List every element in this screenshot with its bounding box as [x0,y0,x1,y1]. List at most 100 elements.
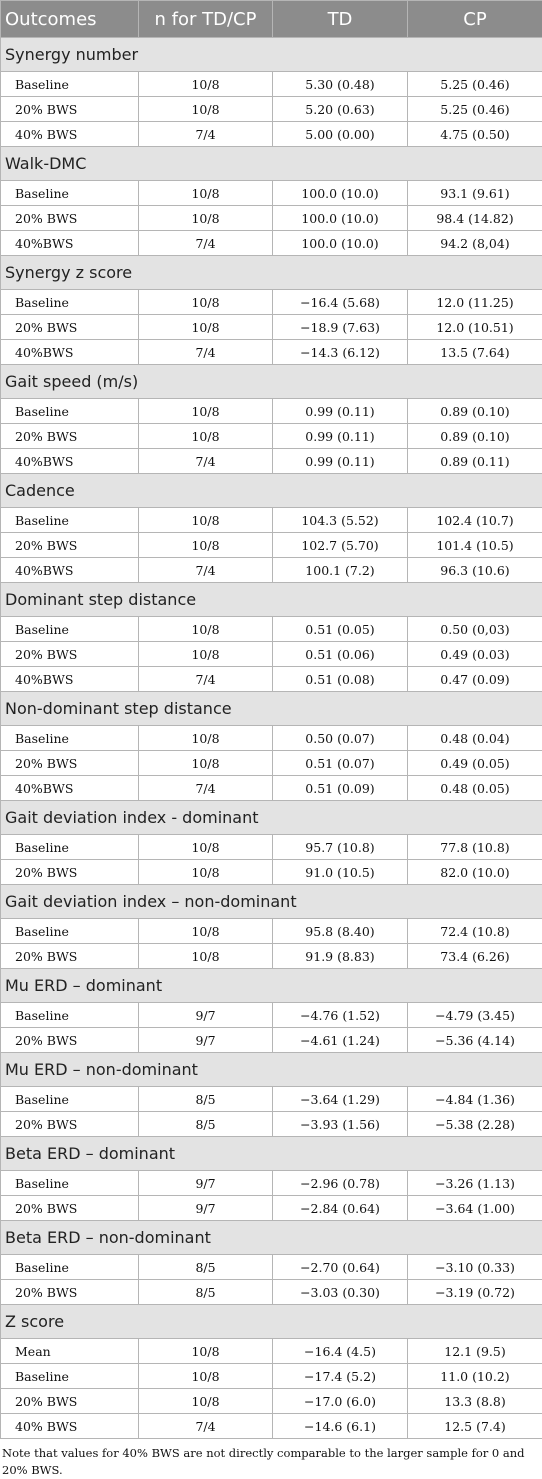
section-title: Gait deviation index - dominant [1,801,542,835]
row-label: Baseline [1,726,139,751]
section-title: Gait speed (m/s) [1,365,542,399]
cell: 0.99 (0.11) [273,399,408,424]
cell: 10/8 [139,290,273,315]
cell: 10/8 [139,533,273,558]
cell: 8/5 [139,1255,273,1280]
header-row: Outcomes n for TD/CP TD CP [1,1,542,38]
cell: −3.19 (0.72) [408,1280,542,1305]
section-title: Cadence [1,474,542,508]
cell: 13.3 (8.8) [408,1389,542,1414]
cell: 10/8 [139,860,273,885]
cell: −3.10 (0.33) [408,1255,542,1280]
section-row: Mu ERD – dominant [1,969,542,1003]
cell: −5.36 (4.14) [408,1028,542,1053]
cell: 0.50 (0,03) [408,617,542,642]
cell: 10/8 [139,206,273,231]
row-label: 40%BWS [1,667,139,692]
section-row: Non-dominant step distance [1,692,542,726]
cell: 12.0 (11.25) [408,290,542,315]
row-label: 20% BWS [1,533,139,558]
row-label: 20% BWS [1,642,139,667]
section-row: Cadence [1,474,542,508]
cell: 7/4 [139,558,273,583]
cell: 5.00 (0.00) [273,122,408,147]
column-header: CP [408,1,542,38]
section-title: Beta ERD – dominant [1,1137,542,1171]
cell: 10/8 [139,97,273,122]
cell: 7/4 [139,231,273,256]
section-title: Z score [1,1305,542,1339]
cell: 12.5 (7.4) [408,1414,542,1439]
section-title: Walk-DMC [1,147,542,181]
row-label: 40%BWS [1,340,139,365]
column-header: Outcomes [1,1,139,38]
cell: 10/8 [139,399,273,424]
row-label: Baseline [1,72,139,97]
cell: −3.03 (0.30) [273,1280,408,1305]
section-title: Mu ERD – non-dominant [1,1053,542,1087]
column-header: n for TD/CP [139,1,273,38]
cell: 9/7 [139,1171,273,1196]
cell: 0.47 (0.09) [408,667,542,692]
cell: −4.84 (1.36) [408,1087,542,1112]
row-label: Baseline [1,399,139,424]
cell: 0.51 (0.05) [273,617,408,642]
cell: 13.5 (7.64) [408,340,542,365]
cell: 12.1 (9.5) [408,1339,542,1364]
row-label: Baseline [1,617,139,642]
row-label: 20% BWS [1,1280,139,1305]
cell: −17.4 (5.2) [273,1364,408,1389]
cell: 0.51 (0.07) [273,751,408,776]
cell: 9/7 [139,1028,273,1053]
cell: 10/8 [139,835,273,860]
row-label: Mean [1,1339,139,1364]
row-label: 20% BWS [1,315,139,340]
row-label: 20% BWS [1,751,139,776]
cell: 0.99 (0.11) [273,424,408,449]
section-title: Mu ERD – dominant [1,969,542,1003]
section-row: Walk-DMC [1,147,542,181]
cell: −5.38 (2.28) [408,1112,542,1137]
cell: 10/8 [139,315,273,340]
section-row: Gait speed (m/s) [1,365,542,399]
cell: 9/7 [139,1196,273,1221]
cell: 10/8 [139,642,273,667]
section-row: Beta ERD – non-dominant [1,1221,542,1255]
row-label: 40%BWS [1,231,139,256]
cell: −4.79 (3.45) [408,1003,542,1028]
cell: 5.25 (0.46) [408,72,542,97]
row-label: 20% BWS [1,424,139,449]
cell: −2.96 (0.78) [273,1171,408,1196]
cell: −2.84 (0.64) [273,1196,408,1221]
cell: 10/8 [139,919,273,944]
cell: 102.4 (10.7) [408,508,542,533]
cell: 72.4 (10.8) [408,919,542,944]
cell: 0.99 (0.11) [273,449,408,474]
row-label: Baseline [1,290,139,315]
section-title: Dominant step distance [1,583,542,617]
cell: 98.4 (14.82) [408,206,542,231]
row-label: Baseline [1,1087,139,1112]
row-label: 20% BWS [1,944,139,969]
